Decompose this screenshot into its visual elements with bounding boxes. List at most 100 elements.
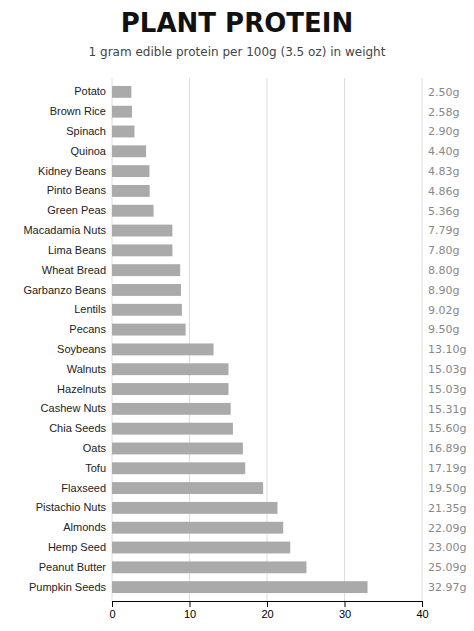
category-label: Walnuts bbox=[67, 363, 107, 375]
tick: Wheat Bread bbox=[42, 264, 106, 276]
category-label: Kidney Beans bbox=[38, 165, 106, 177]
data-label: 2.58g bbox=[428, 106, 459, 119]
tick-label: 20 bbox=[261, 608, 273, 620]
bar bbox=[112, 363, 228, 375]
category-label: Quinoa bbox=[71, 145, 107, 157]
axis-line bbox=[113, 602, 423, 608]
tick: Almonds bbox=[63, 521, 106, 533]
bar bbox=[112, 126, 134, 138]
data-label: 8.80g bbox=[428, 264, 459, 277]
tick: Chia Seeds bbox=[49, 422, 106, 434]
category-label: Cashew Nuts bbox=[41, 402, 107, 414]
tick: Garbanzo Beans bbox=[23, 283, 106, 295]
category-label: Oats bbox=[83, 442, 107, 454]
tick: Brown Rice bbox=[50, 105, 106, 117]
title: PLANT PROTEIN bbox=[121, 8, 353, 38]
plot: 0 10 20 30 40 Potato Brown Rice Spinach Quinoa Ki… bbox=[23, 78, 466, 620]
tick: Hazelnuts bbox=[57, 383, 106, 395]
bar bbox=[112, 106, 132, 118]
tick: Walnuts bbox=[67, 363, 107, 375]
category-label: Macadamia Nuts bbox=[23, 224, 106, 236]
bar bbox=[112, 542, 290, 554]
grid bbox=[112, 78, 422, 601]
tick: Macadamia Nuts bbox=[23, 224, 106, 236]
grid-line bbox=[344, 78, 345, 601]
category-label: Pinto Beans bbox=[47, 184, 107, 196]
bar bbox=[112, 165, 149, 177]
tick: 30 bbox=[339, 601, 351, 620]
bar bbox=[112, 284, 181, 296]
bar bbox=[112, 205, 154, 217]
data-label: 9.50g bbox=[428, 323, 459, 336]
category-label: Chia Seeds bbox=[49, 422, 106, 434]
category-label: Lentils bbox=[74, 303, 106, 315]
tick-mark bbox=[267, 601, 268, 607]
data-label: 9.02g bbox=[428, 304, 459, 317]
data-label: 19.50g bbox=[428, 482, 466, 495]
category-label: Lima Beans bbox=[48, 244, 107, 256]
bar bbox=[112, 502, 277, 514]
data-label: 22.09g bbox=[428, 522, 466, 535]
bar bbox=[112, 304, 182, 316]
tick: Potato bbox=[74, 85, 106, 97]
tick: 10 bbox=[184, 601, 196, 620]
category-label: Almonds bbox=[63, 521, 106, 533]
data-label: 2.90g bbox=[428, 125, 459, 138]
data-label: 13.10g bbox=[428, 343, 466, 356]
bar bbox=[112, 185, 150, 197]
data-label: 23.00g bbox=[428, 541, 466, 554]
tick-mark bbox=[112, 601, 113, 607]
tick: 40 bbox=[416, 601, 428, 620]
tick: 0 bbox=[109, 601, 115, 620]
category-label: Wheat Bread bbox=[42, 264, 106, 276]
data-labels: 2.50g2.58g2.90g4.40g4.83g4.86g5.36g7.79g… bbox=[428, 86, 466, 594]
y-axis: Potato Brown Rice Spinach Quinoa Kidney Bean… bbox=[23, 85, 106, 592]
tick: Pinto Beans bbox=[47, 184, 107, 196]
data-label: 32.97g bbox=[428, 581, 466, 594]
category-label: Brown Rice bbox=[50, 105, 106, 117]
category-label: Hemp Seed bbox=[48, 541, 106, 553]
tick: Pistachio Nuts bbox=[36, 501, 107, 513]
data-label: 15.60g bbox=[428, 422, 466, 435]
category-label: Green Peas bbox=[47, 204, 106, 216]
x-axis: 0 10 20 30 40 bbox=[109, 601, 428, 620]
bar bbox=[112, 225, 172, 237]
tick: Cashew Nuts bbox=[41, 402, 107, 414]
category-label: Hazelnuts bbox=[57, 383, 106, 395]
tick-label: 10 bbox=[184, 608, 196, 620]
tick: Green Peas bbox=[47, 204, 106, 216]
data-label: 21.35g bbox=[428, 502, 466, 515]
tick-label: 30 bbox=[339, 608, 351, 620]
tick: Pumpkin Seeds bbox=[29, 581, 107, 593]
data-label: 8.90g bbox=[428, 284, 459, 297]
data-label: 7.79g bbox=[428, 224, 459, 237]
tick-label: 40 bbox=[416, 608, 428, 620]
grid-line bbox=[422, 78, 423, 601]
tick: Spinach bbox=[66, 125, 106, 137]
category-label: Pumpkin Seeds bbox=[29, 581, 107, 593]
data-label: 5.36g bbox=[428, 205, 459, 218]
data-label: 4.40g bbox=[428, 145, 459, 158]
category-label: Pecans bbox=[69, 323, 106, 335]
data-label: 2.50g bbox=[428, 86, 459, 99]
category-label: Pistachio Nuts bbox=[36, 501, 107, 513]
bar bbox=[112, 324, 186, 336]
tick: Oats bbox=[83, 442, 107, 454]
data-label: 15.03g bbox=[428, 363, 466, 376]
data-label: 15.03g bbox=[428, 383, 466, 396]
bar bbox=[112, 244, 172, 256]
chart: PLANT PROTEIN1 gram edible protein per 1… bbox=[0, 0, 474, 631]
tick: Lentils bbox=[74, 303, 106, 315]
category-label: Potato bbox=[74, 85, 106, 97]
bar bbox=[112, 403, 231, 415]
tick: Lima Beans bbox=[48, 244, 107, 256]
bar bbox=[112, 264, 180, 276]
data-label: 17.19g bbox=[428, 462, 466, 475]
data-label: 7.80g bbox=[428, 244, 459, 257]
tick-mark bbox=[190, 601, 191, 607]
bar bbox=[112, 383, 228, 395]
category-label: Tofu bbox=[85, 462, 106, 474]
bar bbox=[112, 522, 283, 534]
bar bbox=[112, 443, 243, 455]
bar bbox=[112, 86, 131, 98]
